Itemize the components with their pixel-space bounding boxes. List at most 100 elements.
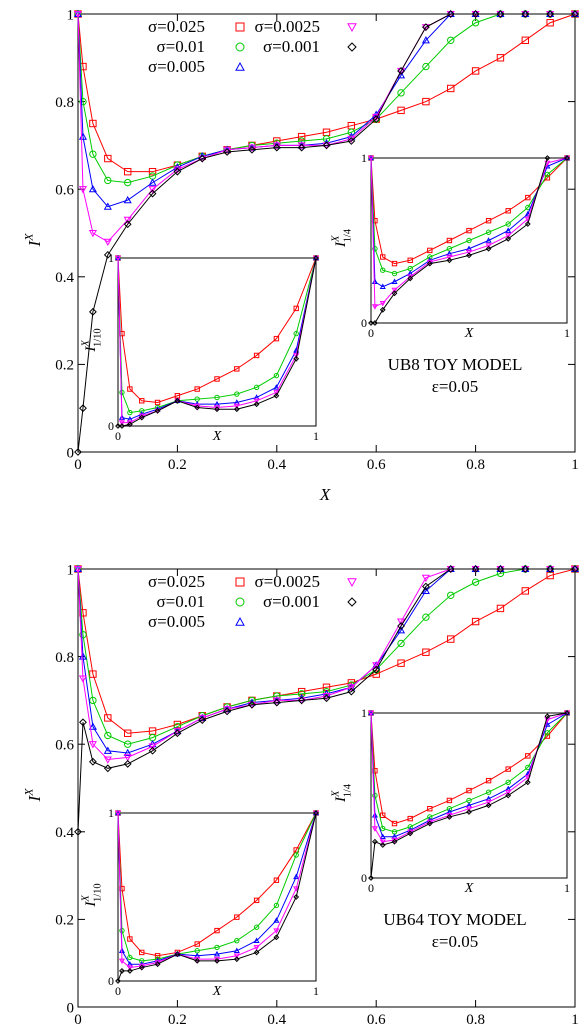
panel-2-inset-1-point: [525, 753, 531, 759]
panel-1-inset-1-point: [544, 155, 551, 161]
panel-1-inset-2-point: [174, 397, 181, 404]
panel-2-axis-xtick-label: 0: [74, 1012, 82, 1028]
panel-2-inset-2-point: [233, 947, 240, 954]
panel-1-point: [347, 128, 356, 136]
panel-2-inset-1-point: [446, 806, 453, 812]
panel-1-point: [123, 216, 132, 225]
panel-1-legend-label: σ=0.025: [148, 17, 205, 36]
panel-2-inset-2-xlabel-text: X: [212, 984, 222, 999]
panel-2-axis-xtick-label: 0.8: [466, 1012, 485, 1028]
panel-2-inset-2-xlabel-main: X: [212, 984, 222, 999]
panel-1-inset-1-ylabel: IX1/4: [330, 228, 353, 248]
panel-1-inset-1-point: [505, 208, 511, 214]
panel-1-legend-label: σ=0.005: [148, 57, 205, 76]
panel-1-inset-1-point: [427, 254, 433, 260]
panel-2-point: [148, 746, 157, 755]
panel-2-legend-label: σ=0.005: [148, 612, 205, 631]
panel-2-axis-ytick-label: 0: [67, 1000, 75, 1016]
panel-1-inset-1-series: [368, 155, 570, 267]
panel-1-inset-1-point: [446, 254, 453, 261]
panel-2-point: [248, 700, 256, 709]
panel-1-inset-2-point: [293, 355, 300, 362]
panel-1-point: [89, 119, 97, 128]
panel-2-point: [421, 586, 430, 594]
panel-2-ylabel: IX: [21, 788, 44, 803]
panel-1-inset-1-point: [380, 267, 386, 273]
panel-1-point: [124, 178, 132, 187]
panel-2-inset-1-point: [466, 787, 472, 794]
panel-2-point: [297, 696, 306, 705]
panel-2-legend-marker: [347, 578, 357, 588]
panel-2-inset-1-series-line: [370, 712, 568, 838]
panel-1-point: [173, 167, 182, 176]
panel-2-inset-2-axis-xtick-label: 1: [313, 984, 319, 998]
panel-2-inset-1-axis-xtick-label: 0: [368, 881, 374, 895]
panel-2-point: [421, 582, 430, 591]
panel-2-axis-xtick-label: 0.2: [168, 1012, 187, 1028]
panel-1-inset-2-point: [127, 386, 133, 392]
panel-1: 0 0.2 0.4 0.6 0.8 100.20.40.60.81XIXσ=0.025σ=…: [21, 7, 580, 504]
panel-1-inset-1-point: [371, 304, 378, 310]
panel-1-inset-2-point: [154, 407, 161, 414]
panel-2-model-name: UB64 TOY MODEL: [383, 910, 526, 929]
panel-2-inset-2-point: [253, 937, 260, 943]
panel-2-inset-2-axis-ytick-label: 0: [108, 974, 114, 988]
panel-1-inset-2-point: [139, 408, 145, 414]
panel-1-axis-xtick-label: 1: [571, 457, 579, 473]
panel-1-inset-1-point: [380, 254, 386, 260]
panel-2-inset-1-ylabel-main: I: [333, 796, 349, 803]
panel-2-inset-1-point: [427, 814, 433, 820]
panel-2-axis-xtick-label: 0.6: [367, 1012, 386, 1028]
panel-1-inset-2-point: [293, 305, 299, 312]
panel-1-inset-1-point: [367, 155, 375, 162]
panel-2-inset-2-point: [273, 934, 280, 941]
panel-1-point: [571, 10, 579, 18]
panel-2-axis-ytick-label: 0.8: [55, 650, 74, 666]
panel-2-inset-2-point: [273, 877, 280, 883]
panel-1-inset-2-point: [234, 366, 240, 372]
panel-1-inset-1-axis-xtick-label: 1: [564, 326, 570, 340]
panel-1-inset-1-point: [505, 233, 512, 239]
panel-1-inset-1-point: [505, 221, 511, 227]
panel-1-point: [447, 84, 455, 93]
panel-2-inset-1-point: [485, 799, 492, 806]
panel-2-series-line: [77, 568, 575, 832]
panel-2-inset-1-series-line: [370, 712, 568, 825]
panel-2-point: [88, 722, 97, 730]
panel-1-point: [248, 145, 256, 154]
panel-2-point: [89, 696, 97, 705]
panel-2-point: [397, 639, 405, 648]
panel-1-inset-1-point: [485, 243, 492, 249]
panel-1-point: [198, 154, 207, 163]
panel-1-inset-2-point: [253, 398, 260, 405]
panel-2-axis-ytick-label: 0.6: [55, 737, 74, 753]
panel-1-point: [79, 404, 87, 413]
panel-2-point: [372, 670, 380, 678]
panel-2-point: [88, 741, 97, 749]
panel-2-point: [446, 565, 455, 573]
panel-1-axis-xtick-label: 0: [74, 457, 82, 473]
panel-1-point: [471, 19, 480, 27]
panel-2-point: [89, 670, 97, 678]
panel-2-inset-1-point: [391, 820, 398, 827]
panel-1-inset-1-point: [485, 229, 492, 235]
panel-1-inset-2-series: [115, 255, 319, 429]
panel-1-inset-1-series-line: [370, 157, 568, 288]
panel-1-point: [89, 150, 97, 158]
panel-1-inset-2-point: [273, 384, 280, 390]
panel-2-legend-marker: [235, 577, 245, 587]
panel-2-inset-2-point: [273, 917, 280, 923]
panel-2-series: [74, 565, 579, 836]
panel-1-axis-ytick-label: 0.8: [55, 95, 74, 111]
panel-1-axis-ytick-label: 0.2: [55, 358, 74, 374]
panel-1-inset-2-axis-ytick-label: 0: [108, 419, 114, 433]
panel-2-point: [124, 729, 132, 737]
panel-1-point: [546, 10, 555, 18]
panel-1-point: [124, 167, 132, 176]
panel-1-inset-1-series: [368, 155, 570, 277]
panel-1-inset-1-point: [426, 260, 433, 267]
panel-2-point: [78, 652, 88, 660]
panel-2-epsilon: ε=0.05: [432, 932, 478, 951]
panel-1-inset-1-point: [427, 247, 433, 254]
panel-2-axis-xtick-label: 0.4: [267, 1012, 286, 1028]
